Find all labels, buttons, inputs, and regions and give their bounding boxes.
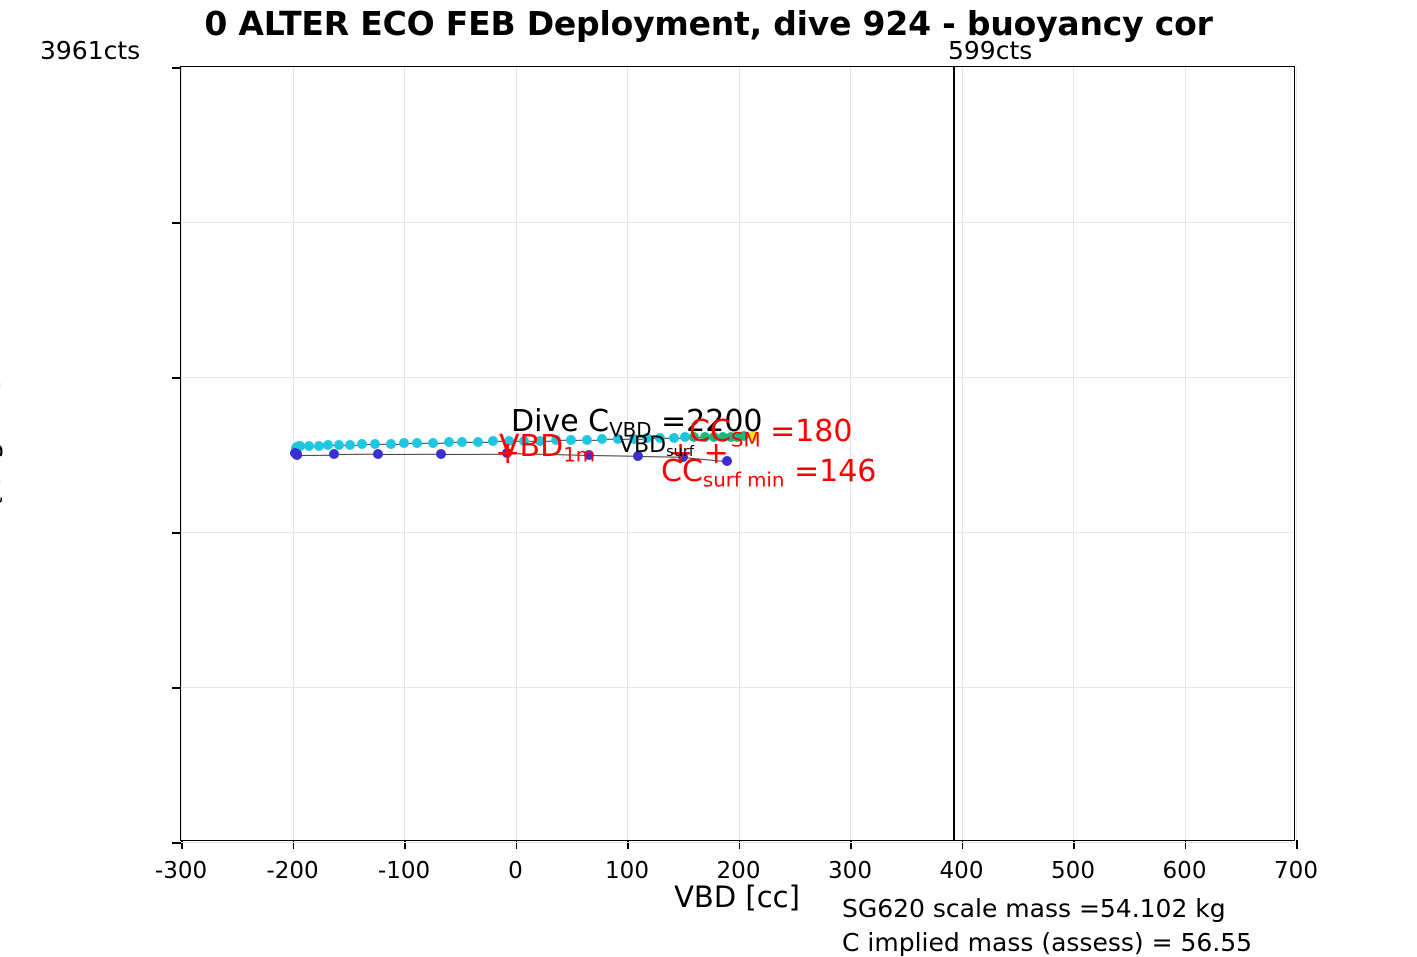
gridline-vertical <box>1073 67 1074 840</box>
x-tick-label: 400 <box>940 858 984 884</box>
cc-surf-min-annotation-subscript: surf min <box>703 469 785 492</box>
y-tick <box>172 687 181 689</box>
gridline-horizontal <box>181 532 1294 533</box>
plot-area: -300-200-1000100200300400500600700252627… <box>180 66 1295 841</box>
y-axis-title: σt [kg/m3] <box>0 380 7 525</box>
data-point <box>304 441 314 451</box>
x-axis-title: VBD [cc] <box>674 880 800 914</box>
y-tick <box>172 532 181 534</box>
cc-surf-min-annotation-main: CC <box>661 454 703 489</box>
data-point <box>412 438 422 448</box>
chart-title: 0 ALTER ECO FEB Deployment, dive 924 - b… <box>204 4 1212 43</box>
gridline-vertical <box>739 67 740 840</box>
cc-surf-min-annotation: CCsurf min =146 <box>661 457 876 490</box>
data-point <box>334 440 344 450</box>
x-tick <box>1296 840 1298 849</box>
gridline-vertical <box>1296 67 1297 840</box>
y-tick <box>172 377 181 379</box>
x-tick-label: 300 <box>828 858 872 884</box>
vbd-1m-annotation-main: VBD <box>499 429 563 464</box>
gridline-vertical <box>181 67 182 840</box>
cts-label-right: 599cts <box>948 36 1032 65</box>
data-point <box>357 439 367 449</box>
vbd-1m-annotation: VBD1m <box>499 432 595 465</box>
data-point <box>473 437 483 447</box>
cc-sm-annotation-subscript: SM <box>731 429 761 452</box>
y-tick <box>172 222 181 224</box>
data-point <box>444 437 454 447</box>
x-tick-label: -300 <box>155 858 207 884</box>
footer-implied-mass: C implied mass (assess) = 56.55 <box>842 928 1252 957</box>
x-tick-label: 0 <box>508 858 523 884</box>
footer-scale-mass: SG620 scale mass =54.102 kg <box>842 894 1226 923</box>
cc-sm-annotation: CCSM =180 <box>689 417 852 450</box>
x-tick-label: 700 <box>1274 858 1318 884</box>
data-point <box>370 439 380 449</box>
vbd-1m-annotation-subscript: 1m <box>563 444 595 467</box>
data-line-segment <box>378 454 440 456</box>
cc-sm-annotation-tail: =180 <box>761 414 853 449</box>
data-line-segment <box>334 454 379 456</box>
y-tick <box>172 842 181 844</box>
x-tick-label: -200 <box>266 858 318 884</box>
cc-surf-min-annotation-tail: =146 <box>784 454 876 489</box>
gridline-horizontal <box>181 377 1294 378</box>
data-point <box>373 449 383 459</box>
gridline-horizontal <box>181 842 1294 843</box>
data-point <box>386 439 396 449</box>
x-tick-label: -100 <box>378 858 430 884</box>
data-point <box>399 438 409 448</box>
gridline-vertical <box>1185 67 1186 840</box>
gridline-horizontal <box>181 687 1294 688</box>
cts-label-left: 3961cts <box>40 36 140 65</box>
x-tick-label: 100 <box>605 858 649 884</box>
vbd-surf-annotation-main: VBD <box>619 433 666 458</box>
cc-sm-annotation-main: CC <box>689 414 731 449</box>
data-point <box>436 449 446 459</box>
vbd-max-line <box>953 67 955 840</box>
data-point <box>292 450 302 460</box>
data-point <box>345 440 355 450</box>
gridline-horizontal <box>181 222 1294 223</box>
gridline-vertical <box>962 67 963 840</box>
y-tick <box>172 67 181 69</box>
x-tick-label: 600 <box>1163 858 1207 884</box>
data-point <box>329 449 339 459</box>
x-tick-label: 500 <box>1051 858 1095 884</box>
data-point <box>457 437 467 447</box>
data-point <box>428 438 438 448</box>
